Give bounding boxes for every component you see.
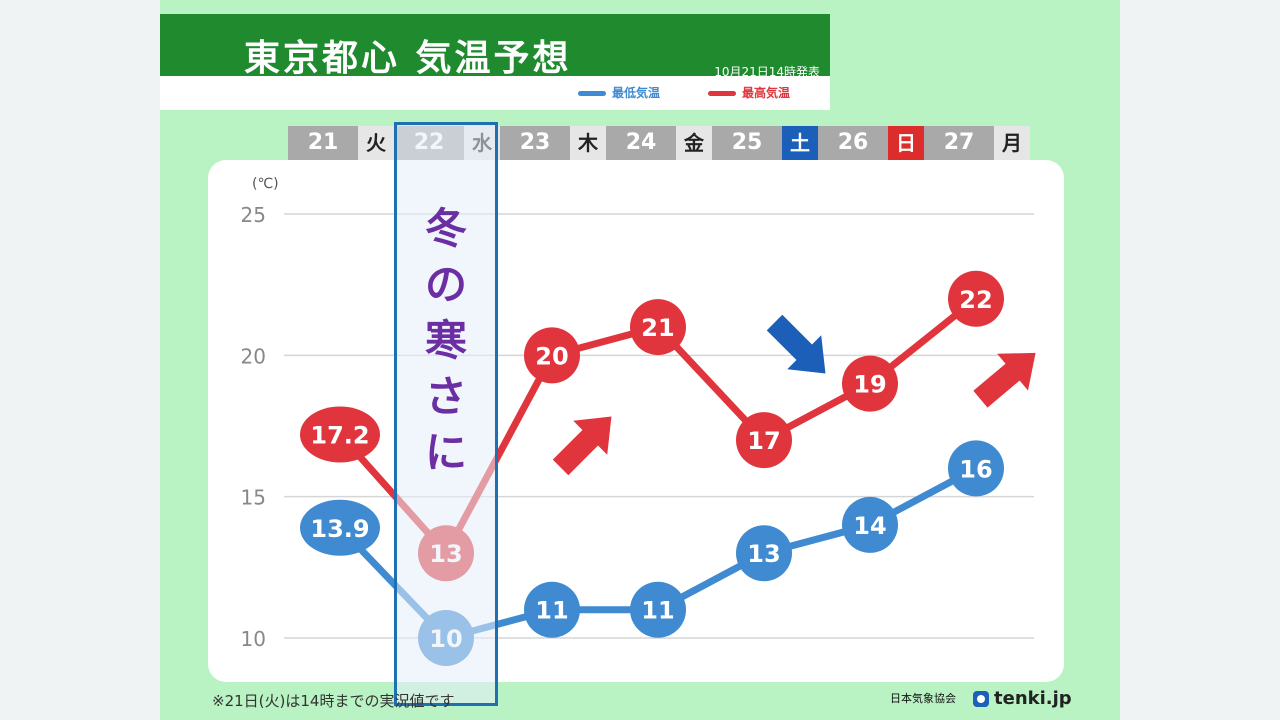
day-number: 27	[924, 126, 994, 160]
day-header-23: 23 木	[500, 126, 606, 160]
arrow-down-icon	[766, 314, 826, 374]
data-point-min	[524, 581, 580, 638]
data-point-max	[524, 327, 580, 384]
legend-min-swatch	[578, 91, 606, 96]
day-number: 21	[288, 126, 358, 160]
data-point-max	[630, 299, 686, 356]
day-number: 26	[818, 126, 888, 160]
day-number: 24	[606, 126, 676, 160]
annotation-char: の	[424, 260, 467, 309]
footnote: ※21日(火)は14時までの実況値です	[212, 692, 455, 710]
data-point-min	[948, 440, 1004, 497]
issued-time: 10月21日14時発表	[714, 65, 820, 79]
annotation-char: さ	[424, 372, 467, 421]
page-title: 東京都心 気温予想	[244, 38, 572, 79]
trend-arrow-up	[552, 416, 612, 476]
data-point-max	[842, 355, 898, 412]
data-point-min	[736, 525, 792, 582]
data-label-min: 13	[747, 540, 780, 568]
data-label-max: 22	[959, 286, 992, 314]
data-label-max: 20	[535, 342, 568, 370]
day-weekday: 金	[676, 126, 712, 160]
legend-min-temp: 最低気温	[578, 85, 660, 101]
y-tick-label: 10	[241, 627, 266, 651]
data-point-min	[300, 499, 380, 556]
data-label-min: 11	[641, 597, 674, 625]
day-number: 25	[712, 126, 782, 160]
day-number: 23	[500, 126, 570, 160]
arrow-up-icon	[973, 352, 1036, 408]
data-label-max: 17.2	[310, 421, 369, 449]
day-weekday: 月	[994, 126, 1030, 160]
legend-min-label: 最低気温	[612, 86, 661, 100]
trend-arrow-up	[973, 352, 1036, 408]
y-tick-label: 25	[241, 203, 266, 227]
data-point-max	[948, 270, 1004, 327]
day-weekday: 土	[782, 126, 818, 160]
day-weekday: 木	[570, 126, 606, 160]
annotation-char: 寒	[424, 316, 467, 365]
data-point-min	[630, 581, 686, 638]
day-header-26: 26 日	[818, 126, 924, 160]
trend-arrow-down	[766, 314, 826, 374]
brand-logo: tenki.jp	[972, 686, 1072, 712]
legend-max-swatch	[708, 91, 736, 96]
day-header-27: 27 月	[924, 126, 1030, 160]
annotation-char: に	[424, 428, 467, 477]
day-header-24: 24 金	[606, 126, 712, 160]
data-point-min	[842, 496, 898, 553]
brand-name: tenki.jp	[994, 688, 1072, 709]
cold-day-highlight: 冬 の 寒 さ に	[394, 122, 498, 706]
legend-max-label: 最高気温	[742, 86, 791, 100]
data-label-min: 11	[535, 597, 568, 625]
y-tick-label: 20	[241, 344, 266, 368]
data-label-min: 13.9	[310, 515, 369, 543]
annotation-char: 冬	[424, 204, 467, 253]
data-point-max	[300, 406, 380, 463]
title-bar: 東京都心 気温予想 10月21日14時発表	[160, 14, 830, 79]
data-label-min: 16	[959, 455, 992, 483]
day-header-21: 21 火	[288, 126, 394, 160]
data-label-max: 17	[747, 427, 780, 455]
y-tick-label: 15	[241, 486, 266, 510]
day-weekday: 火	[358, 126, 394, 160]
data-point-max	[736, 412, 792, 469]
trend-arrows	[552, 314, 1036, 476]
data-label-min: 14	[853, 512, 886, 540]
tenki-logo-icon	[973, 691, 989, 707]
y-unit-label: (℃)	[252, 176, 279, 192]
legend-max-temp: 最高気温	[708, 85, 790, 101]
credit: 日本気象協会	[890, 692, 956, 705]
legend: 最低気温 最高気温	[160, 76, 830, 110]
arrow-up-icon	[552, 416, 612, 476]
day-header-25: 25 土	[712, 126, 818, 160]
cold-annotation: 冬 の 寒 さ に	[397, 201, 495, 481]
forecast-panel: 東京都心 気温予想 10月21日14時発表 最低気温 最高気温 21 火 22 …	[160, 0, 1120, 720]
data-label-max: 21	[641, 314, 674, 342]
data-label-max: 19	[853, 371, 886, 399]
day-weekday: 日	[888, 126, 924, 160]
